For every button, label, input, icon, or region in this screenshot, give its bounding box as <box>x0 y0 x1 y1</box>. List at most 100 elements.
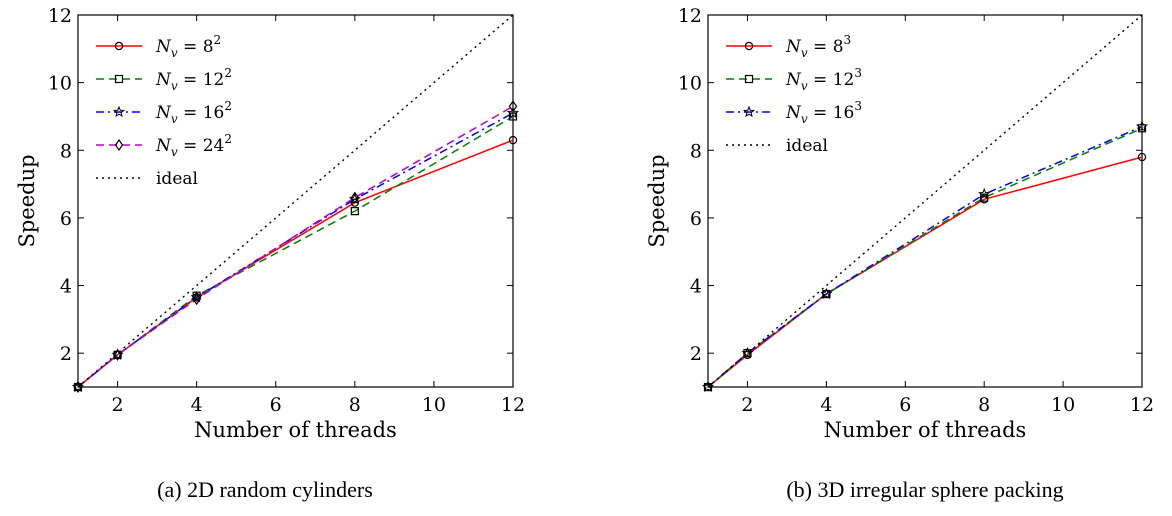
legend-label: ideal <box>156 169 198 189</box>
legend-exponent: 2 <box>224 132 232 146</box>
legend-equals: = <box>178 136 203 156</box>
data-point-marker <box>506 106 520 119</box>
legend-equals: = <box>808 37 833 57</box>
legend-base: 8 <box>833 37 844 57</box>
data-point-marker <box>980 193 989 202</box>
legend-exponent: 2 <box>224 66 232 80</box>
legend-marker <box>744 74 754 84</box>
legend-label: Nv = 83 <box>785 33 851 60</box>
legend-equals: = <box>808 103 833 123</box>
legend-label: Nv = 163 <box>785 99 862 126</box>
plot-frame <box>77 14 514 388</box>
legend-label: Nv = 162 <box>155 99 232 126</box>
x-axis-label: Number of threads <box>824 418 1027 442</box>
legend-base: 12 <box>203 70 225 90</box>
x-tick-label: 2 <box>741 394 753 416</box>
y-tick-label: 12 <box>48 5 72 27</box>
legend-symbol-n: N <box>155 136 172 156</box>
y-tick-label: 2 <box>60 343 72 365</box>
series-line-3 <box>708 15 1142 387</box>
legend-marker <box>742 105 756 118</box>
data-point-marker <box>113 348 122 361</box>
y-axis-label: Speedup <box>15 154 39 247</box>
series-line-4 <box>78 15 513 387</box>
x-tick-label: 4 <box>820 394 832 416</box>
y-tick-label: 4 <box>60 276 72 298</box>
legend-base: 12 <box>833 70 855 90</box>
y-tick-label: 8 <box>690 140 702 162</box>
series-line-2 <box>708 125 1142 387</box>
data-point-marker <box>741 346 754 359</box>
legend-equals: = <box>808 70 833 90</box>
chart-panel-b: 2 4 6 8 10 12 2 4 6 8 10 12 Number of threads Speedup… <box>645 5 1154 502</box>
legend-symbol-n: N <box>785 103 802 123</box>
data-point-marker <box>192 293 201 306</box>
x-axis-label: Number of threads <box>194 418 397 442</box>
legend-marker <box>114 74 124 84</box>
y-tick-label: 6 <box>690 208 702 230</box>
legend-symbol-v: v <box>171 112 178 126</box>
x-tick-label: 10 <box>422 394 446 416</box>
data-point-marker <box>190 291 203 303</box>
legend-symbol-v: v <box>801 79 808 93</box>
legend-marker <box>112 105 126 118</box>
x-tick-label: 10 <box>1051 394 1075 416</box>
data-point-marker <box>111 348 124 361</box>
data-point-marker <box>508 112 518 121</box>
legend-symbol-n: N <box>785 70 802 90</box>
series-line-1 <box>78 115 513 387</box>
legend-marker <box>114 138 124 152</box>
legend-base: 16 <box>833 103 855 123</box>
data-point-marker <box>978 187 991 200</box>
x-tick-label: 12 <box>501 394 525 416</box>
legend-label: Nv = 242 <box>155 132 232 159</box>
y-tick-label: 6 <box>60 208 72 230</box>
x-tick-label: 12 <box>1130 394 1154 416</box>
legend-exponent: 3 <box>844 33 852 47</box>
legend-marker <box>744 41 754 51</box>
legend-exponent: 3 <box>854 66 862 80</box>
legend-label: Nv = 123 <box>785 66 862 93</box>
data-point-marker <box>350 198 360 207</box>
series-line-1 <box>708 127 1142 387</box>
plot-area <box>708 15 1142 387</box>
legend-exponent: 2 <box>224 99 232 113</box>
legend-label: Nv = 122 <box>155 66 232 93</box>
data-point-marker <box>350 191 360 204</box>
legend-symbol-v: v <box>801 46 808 60</box>
plot-frame <box>707 14 1143 388</box>
figure-caption: (b) 3D irregular sphere packing <box>786 477 1063 502</box>
x-tick-label: 4 <box>191 394 203 416</box>
x-tick-label: 6 <box>270 394 282 416</box>
legend-label: ideal <box>786 136 828 156</box>
x-tick-label: 6 <box>899 394 911 416</box>
data-point-marker <box>1135 120 1149 132</box>
legend-symbol-n: N <box>785 37 802 57</box>
data-point-marker <box>1137 152 1147 162</box>
legend-exponent: 2 <box>214 33 222 47</box>
x-tick-label: 2 <box>111 394 123 416</box>
y-tick-label: 2 <box>690 343 702 365</box>
y-tick-label: 4 <box>690 276 702 298</box>
plot-area <box>78 15 513 387</box>
series-line-2 <box>78 112 513 387</box>
legend-equals: = <box>178 103 203 123</box>
y-tick-label: 10 <box>678 73 702 95</box>
y-tick-label: 8 <box>60 140 72 162</box>
legend-symbol-v: v <box>171 79 178 93</box>
legend-symbol-v: v <box>171 145 178 159</box>
data-point-marker <box>820 287 833 300</box>
legend-exponent: 3 <box>854 99 862 113</box>
legend-marker <box>114 41 124 51</box>
data-point-marker <box>71 380 85 393</box>
legend-equals: = <box>178 70 203 90</box>
data-point-marker <box>1137 124 1147 133</box>
legend-base: 8 <box>203 37 214 57</box>
data-point-marker <box>508 100 518 113</box>
series-line-0 <box>78 139 513 387</box>
data-point-marker <box>73 380 83 394</box>
y-axis-label: Speedup <box>645 154 669 247</box>
legend-symbol-n: N <box>155 103 172 123</box>
